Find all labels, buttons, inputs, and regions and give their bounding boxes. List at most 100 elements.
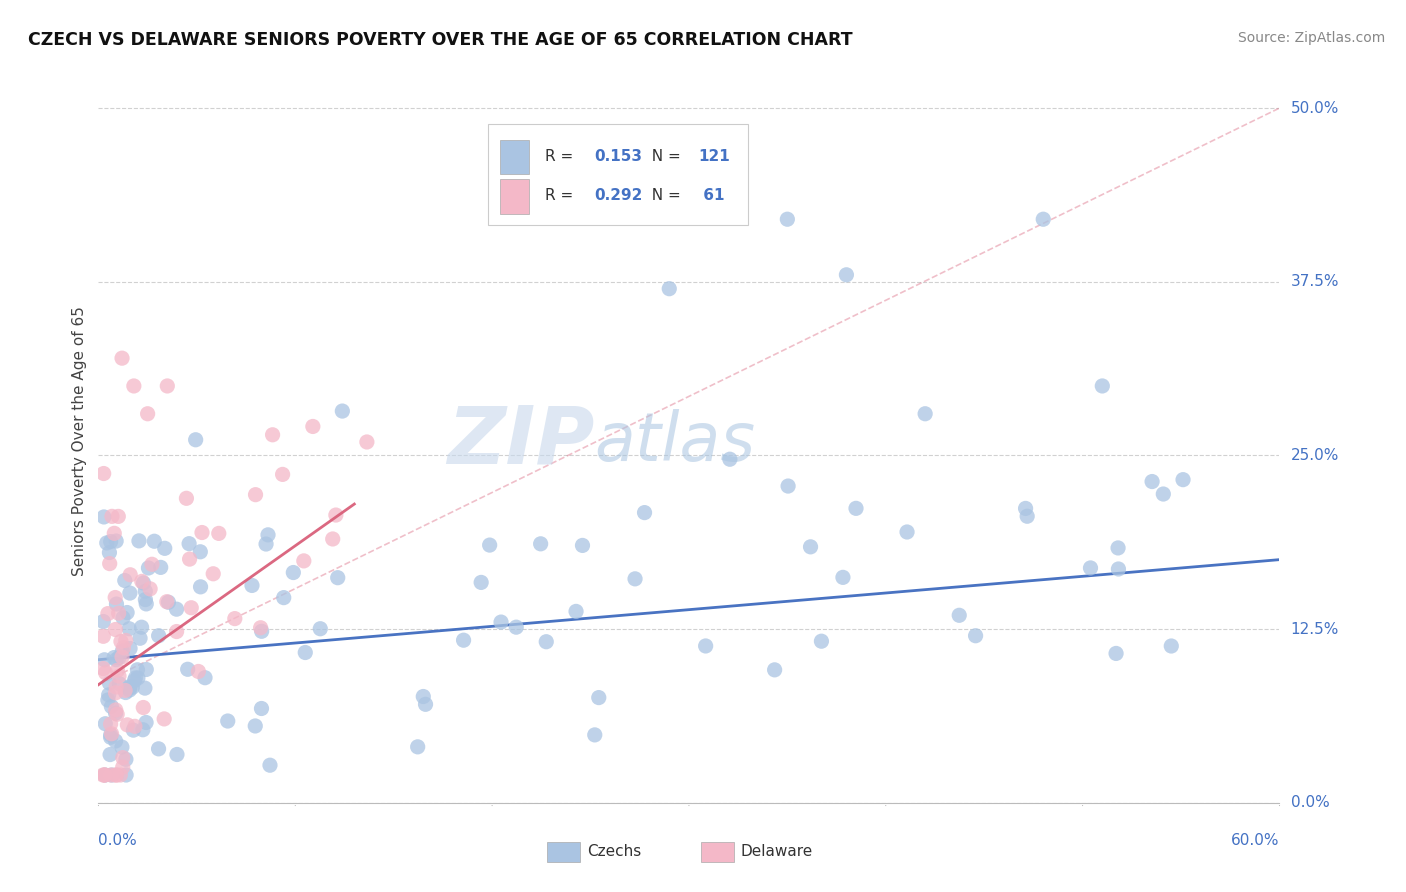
Point [104,623,127,637]
Point [118,680,141,694]
Point [259,758,281,772]
Text: CZECH VS DELAWARE SENIORS POVERTY OVER THE AGE OF 65 CORRELATION CHART: CZECH VS DELAWARE SENIORS POVERTY OVER T… [28,31,853,49]
Point [240,578,263,592]
Text: atlas: atlas [595,409,755,475]
Point [190,580,212,594]
Point [914,407,936,421]
Point [224,612,246,626]
Point [176,662,198,676]
Point [111,650,134,665]
Point [166,624,188,639]
Point [91,661,114,675]
Text: 0.0%: 0.0% [98,833,138,848]
Point [91,615,114,629]
Point [118,683,141,698]
FancyBboxPatch shape [700,842,734,862]
Point [122,723,145,738]
Point [262,427,284,442]
Point [105,707,128,722]
Point [91,629,114,643]
Point [453,633,475,648]
Point [489,615,512,629]
Point [1107,562,1129,576]
Point [105,680,128,694]
Text: R =: R = [546,149,578,164]
Point [104,686,127,700]
Point [202,566,225,581]
Text: 12.5%: 12.5% [1291,622,1339,637]
Point [124,671,146,685]
Point [536,634,558,648]
Point [832,570,855,584]
Point [633,506,655,520]
Point [217,714,239,728]
FancyBboxPatch shape [501,139,530,174]
Point [110,634,132,648]
Point [115,768,138,782]
Point [325,508,347,522]
Point [120,641,142,656]
Point [406,739,429,754]
Point [138,561,160,575]
Text: ZIP: ZIP [447,402,595,481]
Y-axis label: Seniors Poverty Over the Age of 65: Seniors Poverty Over the Age of 65 [72,307,87,576]
Point [271,467,294,482]
Point [583,728,606,742]
Point [122,379,145,393]
Point [302,419,325,434]
Point [177,537,200,551]
Point [135,597,157,611]
Point [94,665,117,680]
Point [141,558,163,572]
Point [105,768,128,782]
Point [104,706,127,721]
FancyBboxPatch shape [501,179,530,214]
Point [110,768,132,782]
Point [111,740,134,755]
Point [103,526,125,541]
Point [114,683,136,698]
Point [624,572,647,586]
Point [565,604,588,618]
Point [121,680,143,694]
Text: Source: ZipAtlas.com: Source: ZipAtlas.com [1237,31,1385,45]
Point [96,536,118,550]
Point [356,434,378,449]
Point [1160,639,1182,653]
Text: 37.5%: 37.5% [1291,274,1339,289]
Point [114,685,136,699]
Point [1014,501,1036,516]
Point [1171,473,1194,487]
Point [111,760,134,774]
Point [176,491,198,506]
Point [101,509,124,524]
Point [94,768,117,782]
Point [322,532,344,546]
Point [188,545,211,559]
Point [98,747,121,762]
Point [153,712,176,726]
Point [98,557,121,571]
Point [134,681,156,695]
Point [478,538,501,552]
Point [114,633,136,648]
Point [112,640,135,655]
Point [136,407,159,421]
Point [94,716,117,731]
Point [93,653,115,667]
Point [104,703,127,717]
Point [1105,647,1128,661]
Point [148,629,170,643]
Point [111,644,134,658]
Point [98,545,121,559]
Point [108,650,131,665]
Point [124,719,146,733]
Point [1152,487,1174,501]
Point [100,727,122,741]
Point [571,538,593,552]
Point [134,584,156,599]
Point [132,723,155,737]
Point [100,717,122,731]
Point [108,676,131,690]
Point [330,404,353,418]
